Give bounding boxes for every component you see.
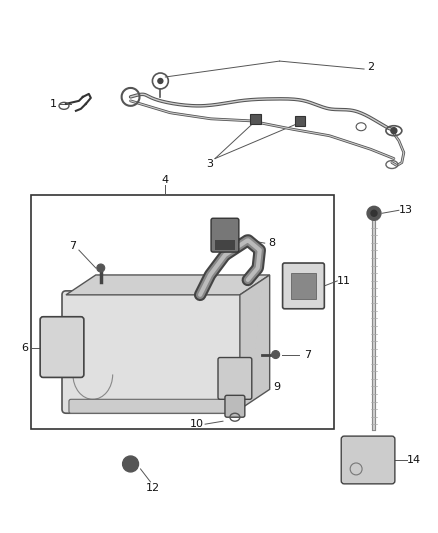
Text: 11: 11 — [337, 276, 351, 286]
Circle shape — [158, 78, 163, 84]
Bar — [250, 114, 261, 124]
Text: 10: 10 — [190, 419, 204, 429]
Polygon shape — [240, 275, 270, 409]
Circle shape — [371, 211, 377, 216]
FancyBboxPatch shape — [225, 395, 245, 417]
FancyBboxPatch shape — [341, 436, 395, 484]
Text: 4: 4 — [162, 175, 169, 185]
Polygon shape — [66, 275, 270, 295]
Text: 2: 2 — [367, 62, 374, 72]
Circle shape — [391, 128, 397, 134]
FancyBboxPatch shape — [211, 218, 239, 252]
Text: 13: 13 — [399, 205, 413, 215]
Text: 6: 6 — [22, 343, 29, 352]
Circle shape — [123, 456, 138, 472]
Text: 12: 12 — [145, 483, 159, 493]
FancyBboxPatch shape — [69, 399, 237, 413]
Text: 9: 9 — [273, 382, 280, 392]
Circle shape — [367, 206, 381, 220]
Circle shape — [97, 264, 105, 272]
Text: 7: 7 — [69, 241, 77, 251]
Text: 7: 7 — [304, 350, 311, 360]
FancyBboxPatch shape — [283, 263, 324, 309]
Circle shape — [272, 351, 279, 359]
Bar — [215, 240, 235, 250]
Bar — [290, 273, 316, 299]
Circle shape — [127, 460, 134, 468]
Text: 1: 1 — [49, 99, 57, 109]
Text: 8: 8 — [268, 238, 275, 248]
Bar — [294, 116, 305, 126]
Text: 14: 14 — [407, 455, 421, 465]
FancyBboxPatch shape — [40, 317, 84, 377]
FancyBboxPatch shape — [62, 291, 244, 413]
Bar — [31, 196, 334, 429]
FancyBboxPatch shape — [218, 358, 252, 399]
Text: 3: 3 — [207, 158, 214, 168]
